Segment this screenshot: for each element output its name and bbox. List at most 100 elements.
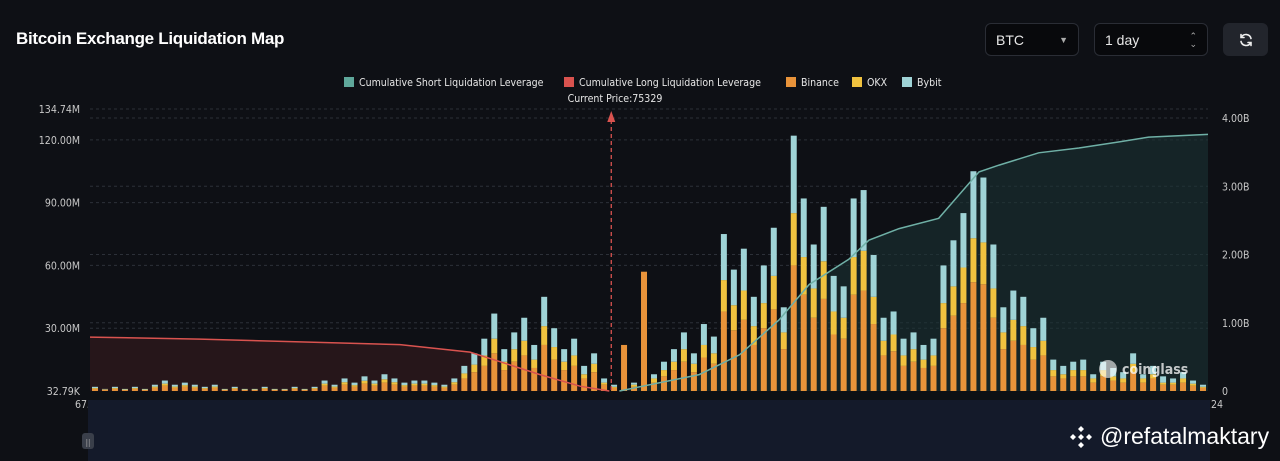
bar (231, 386, 238, 391)
bar (361, 376, 368, 391)
bar-binance (790, 265, 797, 391)
bar (511, 332, 518, 391)
legend-item[interactable]: Binance (786, 77, 839, 89)
bar (241, 388, 248, 391)
bar (431, 382, 438, 391)
bar-binance (311, 388, 318, 391)
bar (591, 353, 598, 391)
bar-binance (730, 330, 737, 391)
bar-okx (1200, 386, 1207, 388)
range-slider-handle[interactable] (82, 433, 94, 449)
legend-swatch (786, 77, 796, 87)
bar (1190, 380, 1197, 391)
bar-okx (780, 332, 787, 350)
bar-binance (960, 303, 967, 391)
bar-binance (920, 367, 927, 391)
bar (201, 386, 208, 391)
bar-binance (1070, 376, 1077, 391)
bar-binance (341, 384, 348, 391)
bar-binance (521, 355, 528, 391)
bar-binance (680, 361, 687, 391)
bar-binance (281, 389, 288, 391)
bar-binance (581, 378, 588, 391)
bar-okx (1190, 383, 1197, 386)
bar-bybit (950, 240, 957, 287)
bar (1150, 365, 1157, 391)
bar-bybit (1010, 290, 1017, 320)
bar-bybit (910, 332, 917, 350)
legend-label: OKX (867, 77, 888, 89)
bar-okx (980, 242, 987, 285)
bar (161, 380, 168, 391)
legend-item[interactable]: Cumulative Long Liquidation Leverage (564, 77, 761, 89)
bar (840, 286, 847, 391)
y-left-tick-label: 134.74M (39, 104, 80, 116)
bar-bybit (1160, 376, 1167, 383)
bar-okx (960, 267, 967, 304)
bar-bybit (1200, 384, 1207, 387)
bar-bybit (1120, 372, 1127, 379)
bar-binance (1010, 340, 1017, 391)
bar (611, 384, 618, 391)
legend-item[interactable]: Cumulative Short Liquidation Leverage (344, 77, 544, 89)
y-left-tick-label: 120.00M (39, 135, 80, 147)
bar (1090, 374, 1097, 391)
bar-bybit (521, 317, 528, 341)
bar-bybit (660, 361, 667, 371)
bar-okx (551, 347, 558, 360)
bar-bybit (990, 244, 997, 289)
bar-okx (451, 382, 458, 385)
bar-okx (601, 382, 608, 385)
range-slider[interactable] (88, 400, 1210, 461)
bar-bybit (221, 388, 228, 390)
bar-bybit (291, 386, 298, 389)
bar (641, 271, 648, 391)
bar-binance (191, 387, 198, 391)
bar-binance (621, 344, 628, 391)
bar-okx (830, 311, 837, 335)
bar-binance (391, 384, 398, 391)
bar (491, 313, 498, 391)
bar-binance (401, 386, 408, 391)
bar (331, 384, 338, 391)
bar-okx (261, 388, 268, 389)
bar-bybit (541, 296, 548, 327)
bar-okx (1010, 319, 1017, 341)
bar-okx (591, 363, 598, 373)
bar-okx (730, 305, 737, 331)
coin-select[interactable]: BTC ▼ (985, 23, 1079, 56)
bar-bybit (770, 227, 777, 276)
bar-okx (521, 340, 528, 356)
bar-bybit (840, 286, 847, 318)
bar (930, 338, 937, 391)
bar (251, 388, 258, 391)
bar-bybit (281, 388, 288, 390)
bar-binance (650, 382, 657, 391)
bar-bybit (171, 384, 178, 387)
up-down-chevron-icon: ⌃ ⌄ (1189, 30, 1197, 49)
bar-bybit (201, 386, 208, 389)
bar-binance (151, 387, 158, 391)
bar (1010, 290, 1017, 391)
bar-bybit (421, 380, 428, 384)
legend-item[interactable]: Bybit (902, 77, 942, 89)
bar-okx (341, 382, 348, 385)
bar-okx (1160, 382, 1167, 385)
bar-binance (301, 389, 308, 391)
bar (261, 386, 268, 391)
bar-bybit (441, 384, 448, 387)
bar-okx (850, 257, 857, 295)
bar (860, 190, 867, 391)
bar-okx (670, 361, 677, 371)
legend-item[interactable]: OKX (852, 77, 888, 89)
y-right-tick-label: 1.00B (1222, 318, 1250, 330)
bar-okx (1120, 378, 1127, 383)
bar-bybit (191, 384, 198, 387)
bar (501, 349, 508, 391)
refresh-button[interactable] (1223, 23, 1268, 56)
bar-binance (101, 389, 108, 391)
bar-binance (441, 387, 448, 391)
bar-okx (720, 280, 727, 312)
bar-bybit (121, 388, 128, 390)
range-select[interactable]: 1 day ⌃ ⌄ (1094, 23, 1208, 56)
